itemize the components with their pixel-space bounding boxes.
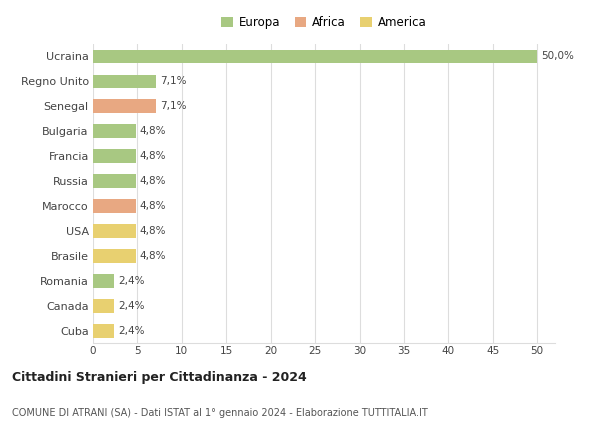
Text: 50,0%: 50,0% xyxy=(541,51,574,62)
Text: 2,4%: 2,4% xyxy=(118,301,145,311)
Bar xyxy=(93,324,115,337)
Bar xyxy=(93,249,136,263)
Bar xyxy=(93,149,136,163)
Text: 4,8%: 4,8% xyxy=(139,251,166,261)
Text: COMUNE DI ATRANI (SA) - Dati ISTAT al 1° gennaio 2024 - Elaborazione TUTTITALIA.: COMUNE DI ATRANI (SA) - Dati ISTAT al 1°… xyxy=(12,408,428,418)
Text: 2,4%: 2,4% xyxy=(118,276,145,286)
Bar xyxy=(93,174,136,188)
Text: Cittadini Stranieri per Cittadinanza - 2024: Cittadini Stranieri per Cittadinanza - 2… xyxy=(12,370,307,384)
Legend: Europa, Africa, America: Europa, Africa, America xyxy=(217,11,431,33)
Text: 7,1%: 7,1% xyxy=(160,77,186,86)
Bar xyxy=(93,125,136,138)
Bar xyxy=(93,74,156,88)
Bar xyxy=(93,199,136,213)
Text: 4,8%: 4,8% xyxy=(139,126,166,136)
Text: 4,8%: 4,8% xyxy=(139,201,166,211)
Text: 7,1%: 7,1% xyxy=(160,101,186,111)
Bar xyxy=(93,274,115,288)
Text: 4,8%: 4,8% xyxy=(139,151,166,161)
Text: 2,4%: 2,4% xyxy=(118,326,145,336)
Bar xyxy=(93,299,115,313)
Bar xyxy=(93,99,156,113)
Text: 4,8%: 4,8% xyxy=(139,226,166,236)
Text: 4,8%: 4,8% xyxy=(139,176,166,186)
Bar xyxy=(93,50,537,63)
Bar xyxy=(93,224,136,238)
